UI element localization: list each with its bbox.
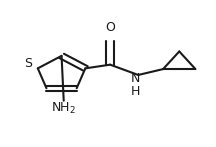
Text: NH$_2$: NH$_2$ xyxy=(51,101,76,116)
Text: H: H xyxy=(130,85,140,98)
Text: N: N xyxy=(130,72,140,85)
Text: O: O xyxy=(105,21,115,34)
Text: S: S xyxy=(24,57,32,70)
